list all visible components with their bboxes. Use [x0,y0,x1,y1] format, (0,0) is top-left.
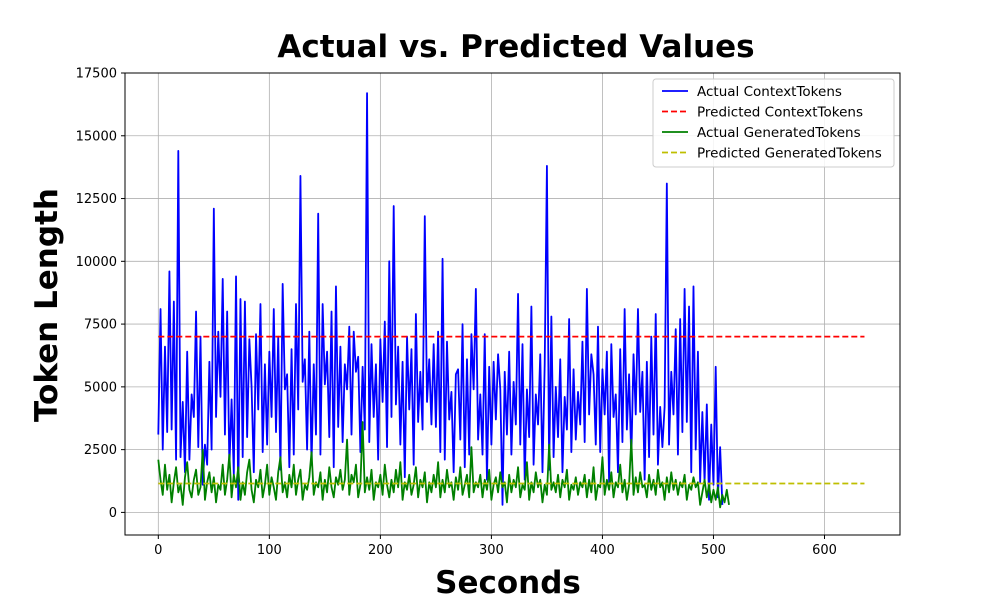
y-tick-label: 5000 [84,380,117,395]
x-tick-label: 100 [257,543,282,558]
y-tick-label: 0 [109,506,117,521]
legend-box [652,78,895,168]
plot-frame [124,72,901,536]
legend-label: Predicted ContextTokens [697,105,863,121]
series-line-actual-generatedtokens [157,421,730,509]
x-tick-label: 200 [368,543,393,558]
y-tick-label: 12500 [76,192,117,207]
y-tick-label: 2500 [84,443,117,458]
x-tick-label: 400 [590,543,615,558]
x-tick-label: 500 [701,543,726,558]
x-tick-label: 600 [812,543,837,558]
y-axis-label: Token Length [29,188,65,422]
x-tick-label: 0 [154,543,162,558]
chart-title: Actual vs. Predicted Values [277,29,754,65]
y-tick-label: 7500 [84,318,117,333]
x-axis-ticks: 0 100 200 300 400 500 600 [154,535,837,558]
y-tick-label: 15000 [76,129,117,144]
legend-label: Predicted GeneratedTokens [697,146,882,162]
x-axis-label: Seconds [435,565,581,600]
legend-label: Actual ContextTokens [697,84,842,100]
legend: Actual ContextTokens Predicted ContextTok… [652,78,895,168]
y-axis-ticks: 0 2500 5000 7500 10000 12500 15000 17500 [76,67,125,521]
x-tick-label: 300 [479,543,504,558]
legend-label: Actual GeneratedTokens [697,125,861,141]
plot-series [157,92,865,509]
y-tick-label: 10000 [76,255,117,270]
series-line-actual-contexttokens [157,92,724,506]
y-tick-label: 17500 [76,67,117,82]
